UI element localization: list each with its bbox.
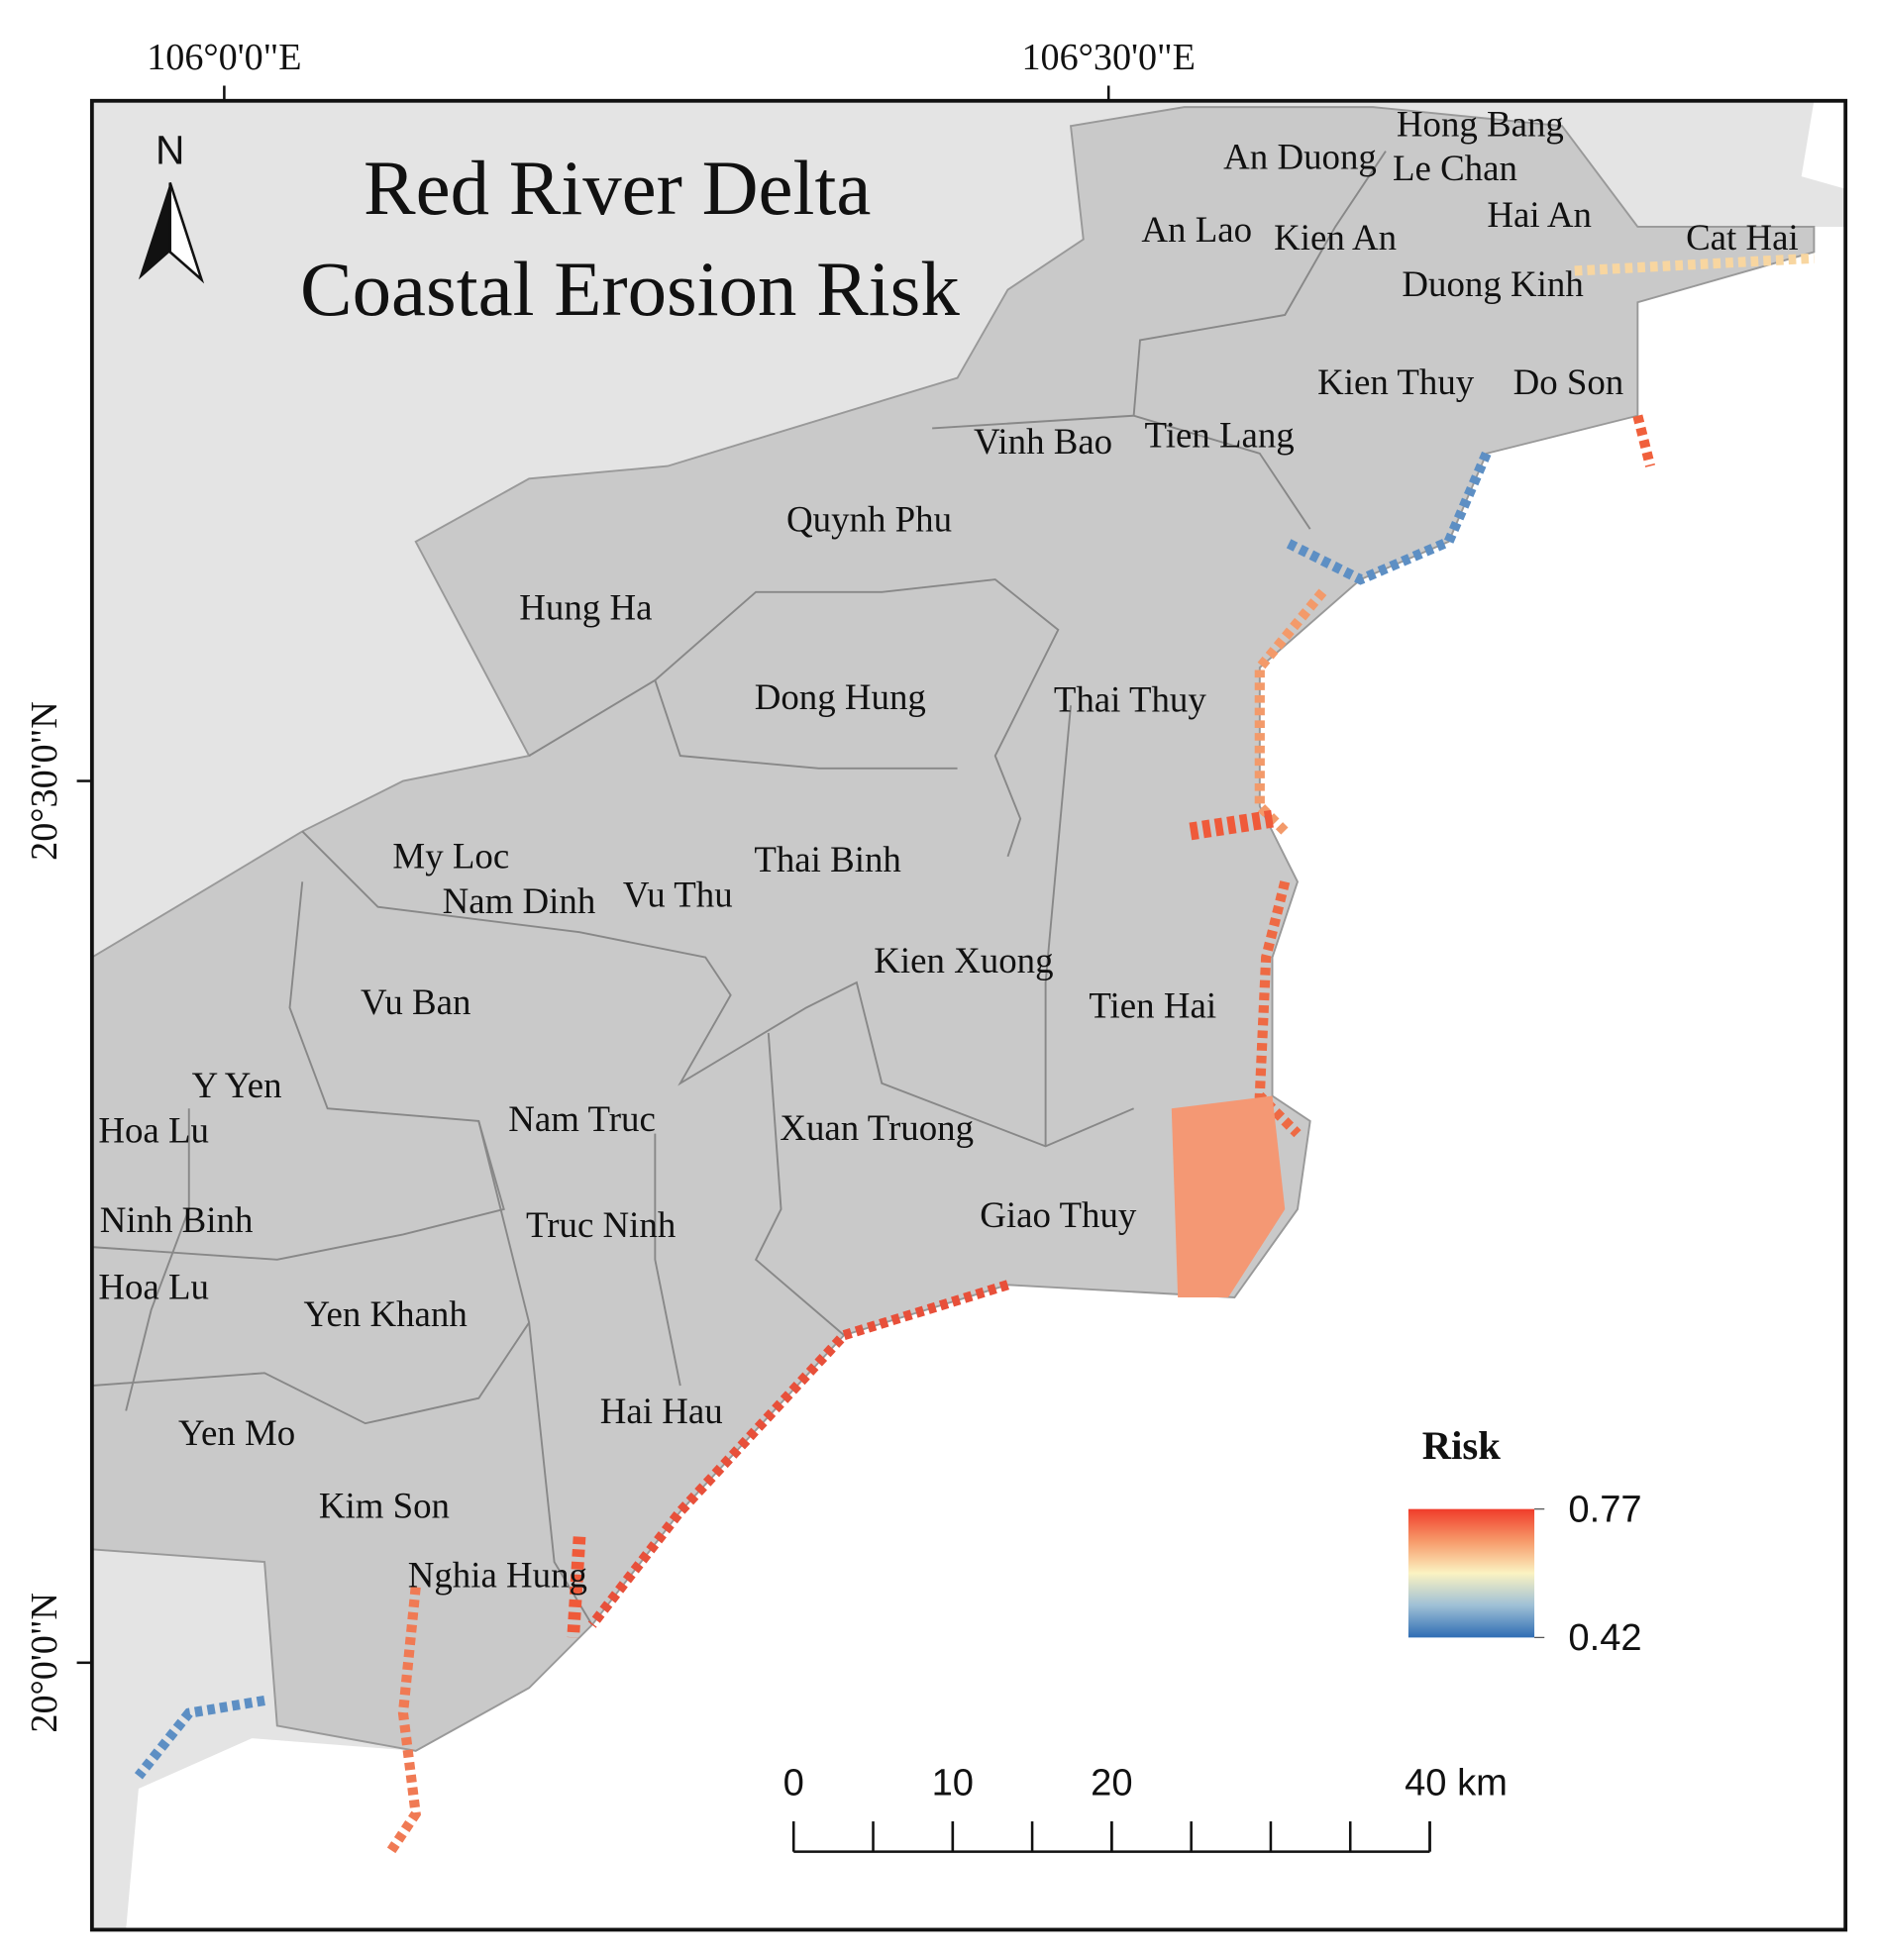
north-arrow	[138, 182, 170, 280]
sea	[126, 226, 1846, 1930]
district-label: Hung Ha	[519, 587, 652, 628]
district-label: Vu Ban	[361, 981, 470, 1022]
scale-label: 0	[783, 1761, 804, 1804]
district-label: Ninh Binh	[100, 1199, 254, 1240]
district-label: Do Son	[1513, 361, 1624, 402]
district-label: Cat Hai	[1686, 217, 1799, 258]
district-label: Giao Thuy	[980, 1194, 1137, 1235]
district-label: An Duong	[1223, 136, 1377, 176]
graticule-label: 106°0'0"E	[147, 37, 301, 78]
map-title: Coastal Erosion Risk	[300, 247, 960, 333]
district-label: An Lao	[1141, 209, 1252, 250]
legend-label: 0.77	[1568, 1488, 1641, 1530]
graticule-label: 106°30'0"E	[1021, 37, 1195, 78]
legend-label: 0.42	[1568, 1616, 1641, 1659]
district-label: My Loc	[392, 835, 509, 876]
district-label: Tien Lang	[1144, 415, 1294, 456]
district-label: Tien Hai	[1089, 985, 1216, 1026]
district-label: Xuan Truong	[780, 1107, 974, 1148]
district-label: Truc Ninh	[526, 1204, 676, 1245]
sea	[1801, 100, 1846, 189]
district-label: Le Chan	[1393, 148, 1517, 188]
district-label: Nam Dinh	[443, 880, 596, 921]
district-boundaries	[91, 151, 1387, 1626]
legend-title: Risk	[1422, 1423, 1502, 1468]
district-label: Hai An	[1487, 194, 1592, 235]
scale-label: 40 km	[1405, 1761, 1508, 1804]
district-label: Dong Hung	[755, 676, 926, 717]
district-label: Duong Kinh	[1402, 263, 1583, 304]
map-frame	[89, 98, 1848, 1932]
risk-coast	[134, 253, 1815, 1855]
district-label: Kien An	[1274, 217, 1397, 258]
district-label: Yen Mo	[178, 1412, 295, 1453]
district-label: Nghia Hung	[408, 1555, 587, 1596]
district-label: Vinh Bao	[974, 421, 1112, 462]
north-label: N	[156, 127, 184, 172]
district-label: Hong Bang	[1397, 103, 1564, 144]
district-label: Quynh Phu	[786, 499, 952, 540]
district-label: Hai Hau	[600, 1391, 723, 1431]
district-label: Hoa Lu	[98, 1110, 209, 1151]
graticule-label: 20°30'0"N	[24, 701, 65, 861]
district-label: Kien Xuong	[874, 940, 1053, 980]
district-label: Vu Thu	[623, 875, 733, 915]
legend-ramp	[1408, 1508, 1535, 1638]
map-title: Red River Delta	[364, 146, 871, 232]
district-label: Thai Binh	[754, 839, 901, 879]
scale-label: 10	[932, 1761, 974, 1804]
district-label: Yen Khanh	[304, 1293, 468, 1334]
district-label: Y Yen	[192, 1065, 282, 1105]
graticule-label: 20°0'0"N	[24, 1593, 65, 1733]
district-label: Kien Thuy	[1317, 361, 1475, 402]
district-label: Hoa Lu	[98, 1266, 209, 1306]
district-label: Thai Thuy	[1054, 679, 1207, 720]
district-label: Kim Son	[319, 1486, 450, 1526]
north-arrow	[168, 182, 205, 284]
district-label: Nam Truc	[508, 1098, 656, 1139]
risk-area	[1171, 1095, 1286, 1297]
scale-label: 20	[1091, 1761, 1132, 1804]
